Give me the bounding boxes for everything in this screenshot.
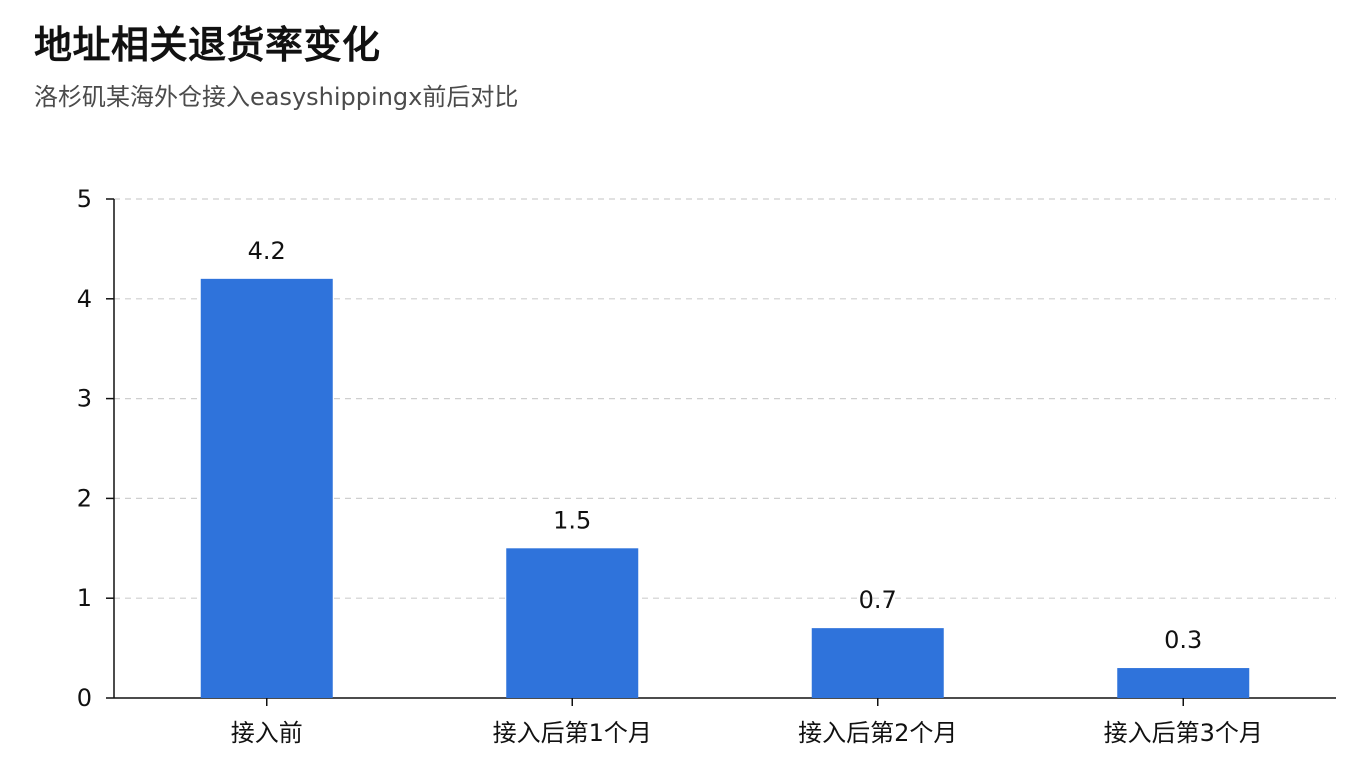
y-tick-label: 5 bbox=[77, 185, 92, 213]
bar-value-label: 0.7 bbox=[859, 586, 897, 614]
bar bbox=[506, 548, 639, 698]
x-category-label: 接入后第2个月 bbox=[798, 719, 957, 747]
y-tick-label: 2 bbox=[77, 484, 92, 512]
x-category-label: 接入后第1个月 bbox=[493, 719, 652, 747]
bar-value-label: 4.2 bbox=[248, 237, 286, 265]
x-category-label: 接入后第3个月 bbox=[1104, 719, 1263, 747]
bar-value-label: 1.5 bbox=[553, 506, 591, 534]
x-category-label: 接入前 bbox=[231, 719, 303, 747]
bar bbox=[1117, 668, 1250, 698]
bar bbox=[811, 628, 944, 698]
chart-subtitle: 洛杉矶某海外仓接入easyshippingx前后对比 bbox=[34, 83, 519, 111]
y-tick-label: 0 bbox=[77, 684, 92, 712]
chart-header: 地址相关退货率变化 洛杉矶某海外仓接入easyshippingx前后对比 bbox=[34, 16, 1314, 114]
y-tick-label: 4 bbox=[77, 285, 92, 313]
y-tick-label: 3 bbox=[77, 385, 92, 413]
bar bbox=[200, 278, 333, 698]
chart-title: 地址相关退货率变化 bbox=[34, 23, 381, 67]
y-tick-label: 1 bbox=[77, 584, 92, 612]
bar-value-label: 0.3 bbox=[1164, 626, 1202, 654]
